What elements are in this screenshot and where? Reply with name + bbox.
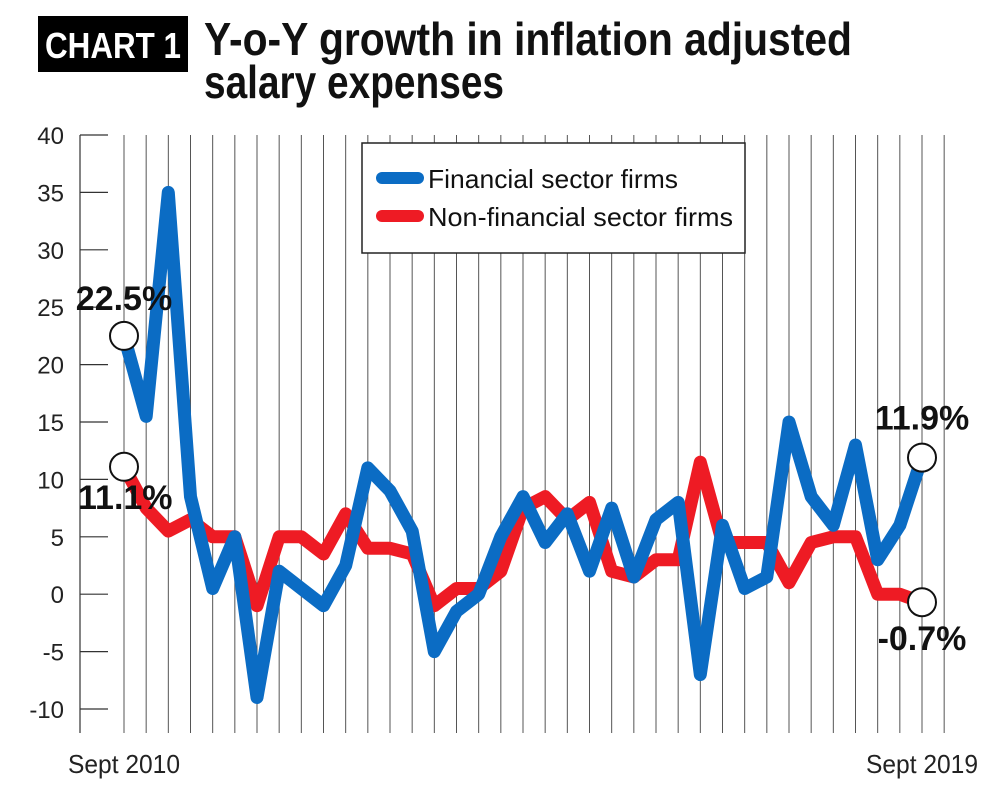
legend-label-non-financial: Non-financial sector firms: [428, 202, 733, 232]
annotation-marker: [907, 587, 937, 618]
annotation-marker: [907, 442, 937, 473]
chart-title-line1: Y-o-Y growth in inflation adjusted: [204, 13, 852, 65]
x-tick-label: Sept 2010: [68, 749, 180, 779]
y-tick-label: 20: [37, 353, 64, 380]
annotation-label: -0.7%: [878, 620, 967, 658]
y-tick-label: 0: [51, 582, 64, 609]
y-tick-label: -10: [29, 697, 64, 724]
y-tick-label: 35: [37, 180, 64, 207]
y-tick-label: 15: [37, 410, 64, 437]
annotation-marker: [109, 451, 139, 482]
chart-badge: [38, 16, 188, 72]
annotation-marker: [109, 320, 139, 351]
y-tick-label: 10: [37, 467, 64, 494]
series-lines: [117, 185, 929, 704]
annotation-label: 11.9%: [875, 400, 970, 438]
grid: [123, 135, 945, 733]
legend-label-financial: Financial sector firms: [428, 164, 678, 194]
x-tick-label: Sept 2019: [866, 749, 978, 779]
y-tick-label: 40: [37, 123, 64, 150]
legend: Financial sector firms Non-financial sec…: [361, 142, 746, 254]
chart-badge-text: CHART 1: [45, 25, 181, 66]
chart-header: CHART 1 Y-o-Y growth in inflation adjust…: [38, 13, 852, 108]
chart-title-line2: salary expenses: [204, 56, 504, 108]
annotation-label: 11.1%: [78, 479, 173, 517]
y-tick-label: 5: [51, 525, 64, 552]
y-tick-label: 30: [37, 238, 64, 265]
x-axis: Sept 2010 Sept 2019: [68, 749, 978, 779]
legend-box: [361, 142, 746, 254]
y-tick-label: -5: [43, 640, 64, 667]
y-tick-label: 25: [37, 295, 64, 322]
y-axis: -10 -5 0 5 10 15 20 25 30 35 40: [29, 123, 108, 733]
annotation-label: 22.5%: [76, 280, 172, 318]
series-line-financial: [117, 185, 929, 704]
annotations: 22.5% 11.1% 11.9% -0.7%: [76, 280, 969, 658]
